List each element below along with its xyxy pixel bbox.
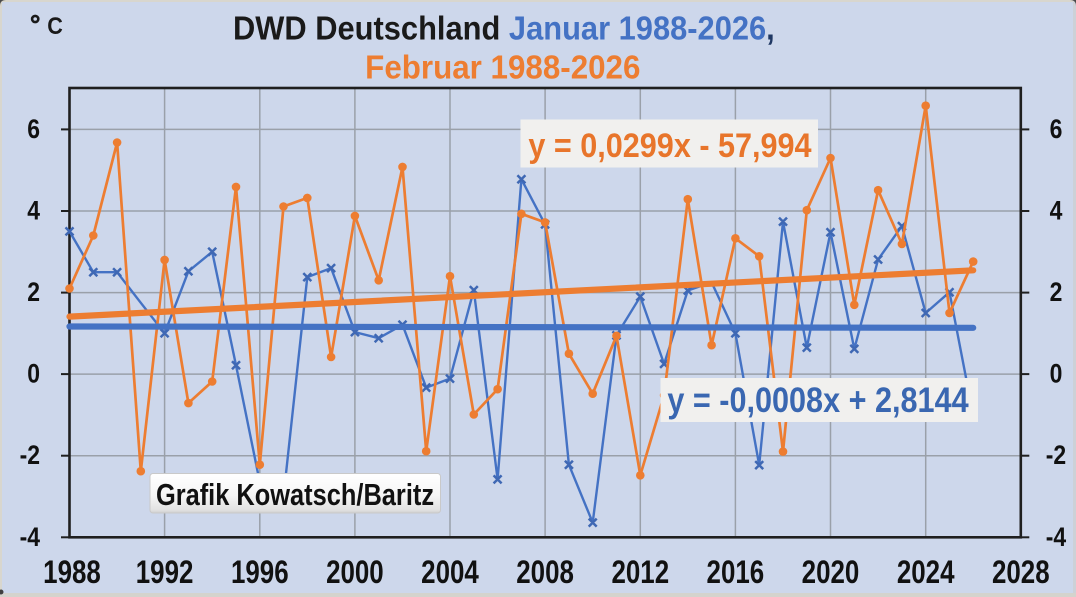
svg-text:6: 6 bbox=[27, 114, 40, 144]
svg-text:0: 0 bbox=[27, 359, 40, 389]
svg-text:4: 4 bbox=[27, 196, 40, 226]
svg-text:-2: -2 bbox=[1046, 440, 1066, 470]
svg-text:y = -0,0008x + 2,8144: y = -0,0008x + 2,8144 bbox=[667, 380, 969, 419]
svg-text:2012: 2012 bbox=[611, 556, 669, 591]
svg-text:2: 2 bbox=[27, 277, 40, 307]
svg-text:2020: 2020 bbox=[802, 556, 860, 591]
svg-text:2008: 2008 bbox=[516, 556, 574, 591]
svg-text:2028: 2028 bbox=[992, 556, 1050, 591]
svg-text:Februar 1988-2026: Februar 1988-2026 bbox=[365, 49, 640, 86]
svg-text:2: 2 bbox=[1050, 277, 1063, 307]
svg-text:C: C bbox=[47, 12, 63, 40]
svg-text:2016: 2016 bbox=[707, 556, 765, 591]
svg-text:1996: 1996 bbox=[231, 556, 289, 591]
svg-text:Grafik Kowatsch/Baritz: Grafik Kowatsch/Baritz bbox=[156, 478, 434, 513]
svg-text:0: 0 bbox=[1050, 359, 1063, 389]
svg-text:1988: 1988 bbox=[43, 556, 101, 591]
svg-text:2024: 2024 bbox=[897, 556, 955, 591]
svg-text:DWD Deutschland Januar 1988-20: DWD Deutschland Januar 1988-2026, bbox=[233, 10, 775, 47]
svg-text:2004: 2004 bbox=[421, 556, 479, 591]
svg-text:1992: 1992 bbox=[136, 556, 194, 591]
svg-text:-4: -4 bbox=[20, 522, 40, 552]
svg-text:-2: -2 bbox=[20, 440, 40, 470]
svg-text:-4: -4 bbox=[1046, 522, 1066, 552]
svg-text:6: 6 bbox=[1050, 114, 1063, 144]
svg-text:y = 0,0299x - 57,994: y = 0,0299x - 57,994 bbox=[528, 127, 811, 165]
svg-text:2000: 2000 bbox=[326, 556, 384, 591]
svg-text:4: 4 bbox=[1050, 196, 1063, 226]
